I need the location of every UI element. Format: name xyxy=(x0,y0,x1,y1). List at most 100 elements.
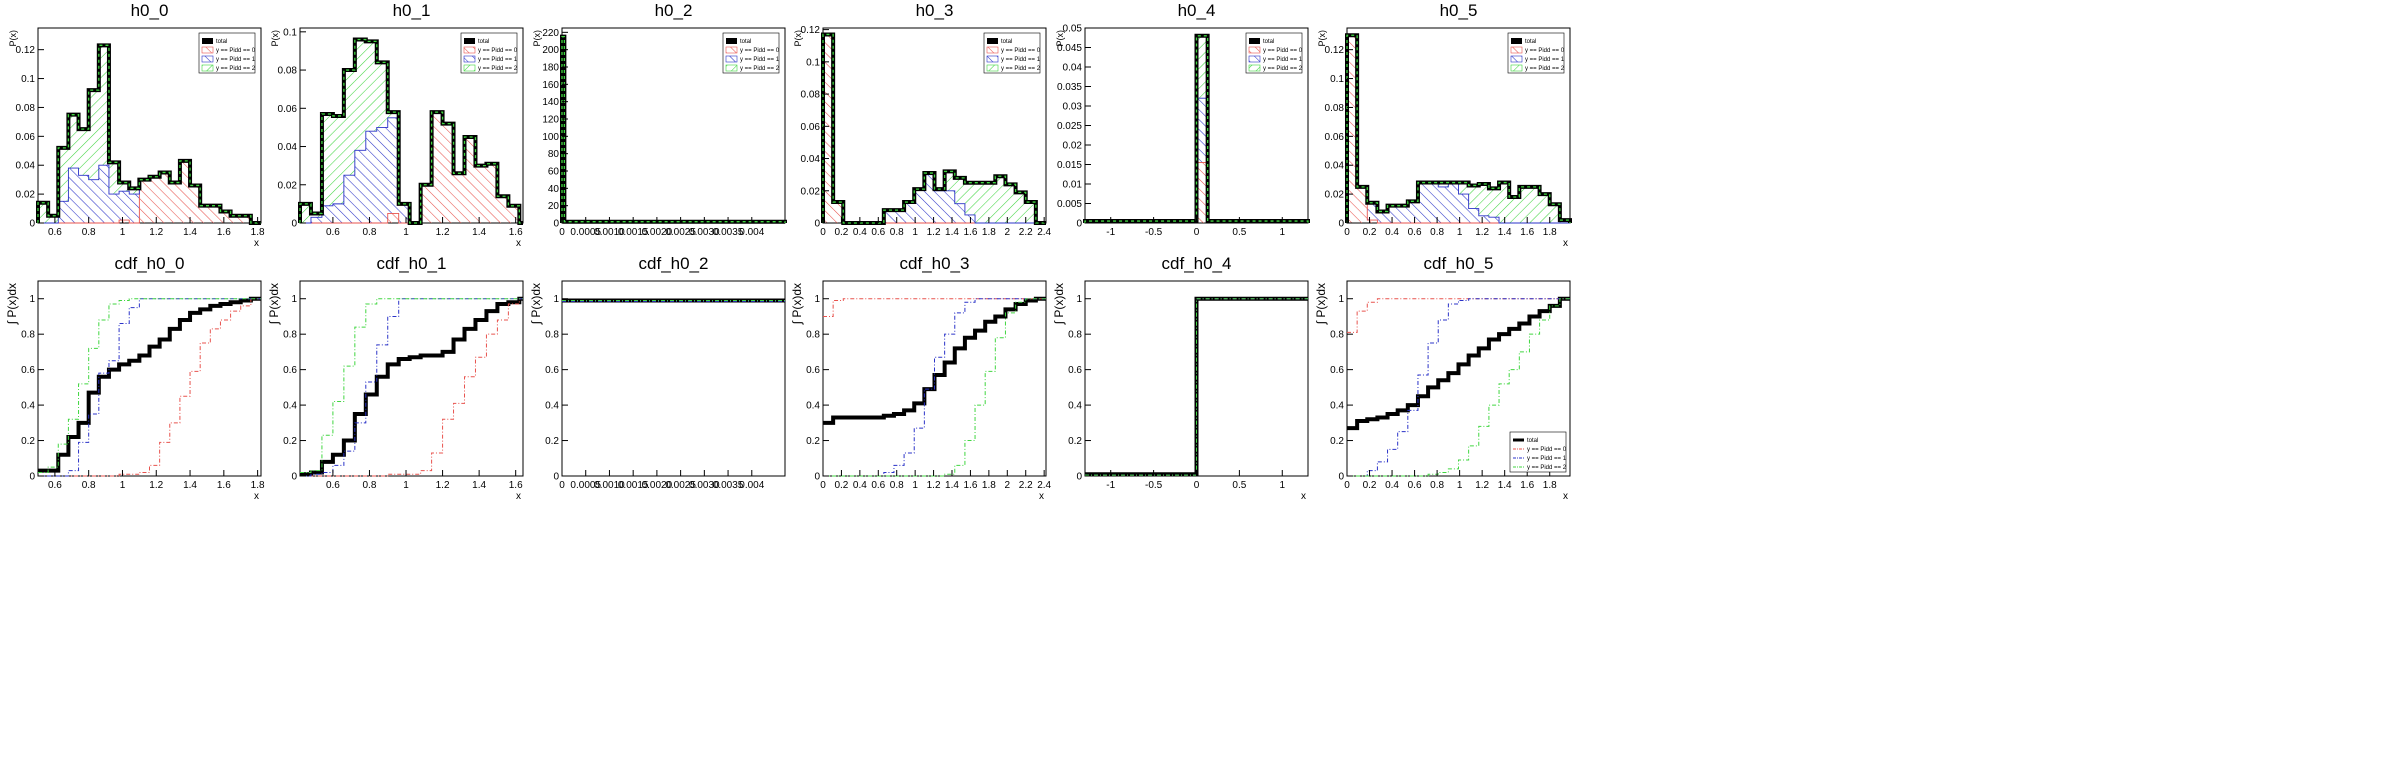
bar-pid0-bin-20 xyxy=(508,205,520,223)
legend-swatch-total xyxy=(987,38,998,44)
legend-swatch-pid2 xyxy=(201,64,214,72)
total-overlay-line xyxy=(1346,34,1571,223)
legend-swatch-total xyxy=(726,38,737,44)
x-tick-label: 1 xyxy=(912,480,918,491)
x-tick-label: 0 xyxy=(1344,227,1350,238)
bar-pid1-bin-14 xyxy=(1478,215,1489,223)
x-tick-label: 2 xyxy=(1005,227,1011,238)
cdf-line-pid0 xyxy=(1347,298,1570,333)
y-tick-label: 0.06 xyxy=(16,132,36,143)
y-tick-label: 0.4 xyxy=(806,401,820,412)
legend: total y == Pidd == 0 y == Pidd == 1 y == Pi… xyxy=(460,32,518,74)
bar-pid2-bin-4 xyxy=(68,114,79,169)
bar-pid0-bin-9 xyxy=(387,213,399,223)
y-axis-label: ∫ P(x)dx xyxy=(1314,283,1328,325)
bar-pid2-bin-18 xyxy=(1519,186,1530,223)
bar-pid1-bin-10 xyxy=(1438,186,1449,223)
y-tick-label: 0.8 xyxy=(1068,330,1082,341)
y-tick-label: 0.1 xyxy=(21,74,35,85)
bar-pid2-bin-17 xyxy=(1509,197,1520,223)
legend: total y == Pidd == 0 y == Pidd == 1 y == Pi… xyxy=(1509,431,1567,473)
x-tick-label: 0.2 xyxy=(834,480,848,491)
legend-label-pid1: y == Pidd == 1 xyxy=(740,57,780,63)
legend-swatch-pid0 xyxy=(463,46,476,54)
y-tick-label: 0.6 xyxy=(1330,365,1344,376)
outline-pid0 xyxy=(561,161,785,223)
y-tick-label: 60 xyxy=(548,167,560,178)
x-tick-label: 1.4 xyxy=(945,227,959,238)
legend-label-pid0: y == Pidd == 0 xyxy=(1525,48,1565,54)
bar-pid1-bin-3 xyxy=(321,205,333,223)
y-tick-label: 0 xyxy=(291,472,297,483)
bar-pid0-bin-17 xyxy=(200,205,211,223)
x-tick-label: 0.0015 xyxy=(618,227,649,238)
x-tick-label: 0.8 xyxy=(82,227,96,238)
legend-swatch-pid2 xyxy=(1248,64,1261,72)
bar-pid2-bin-6 xyxy=(88,90,99,180)
y-tick-label: 0.4 xyxy=(1330,401,1344,412)
y-tick-label: 0.04 xyxy=(801,154,821,165)
bar-pid0-bin-12 xyxy=(149,176,160,223)
legend-label-total: total xyxy=(1527,438,1538,444)
y-tick-label: 0.12 xyxy=(1325,45,1345,56)
plot-frame xyxy=(299,280,524,477)
bar-pid2-bin-9 xyxy=(387,112,399,118)
x-axis-label: x xyxy=(1563,238,1568,249)
x-tick-label: 0.6 xyxy=(48,480,62,491)
plot-2: h0_1 0.6 0.8 1 1.2 1.4 1.6 0 0.02 0.04 0.06 0.08 0.1… xyxy=(270,1,524,249)
bar-pid2-bin-1 xyxy=(300,203,311,223)
plot-title: cdf_h0_1 xyxy=(377,254,447,273)
plot-8: cdf_h0_1 0.6 0.8 1 1.2 1.4 1.6 0 0.2 0.4 0.6 0.8 1 x ∫… xyxy=(267,254,524,502)
x-tick-label: 0.0030 xyxy=(689,227,720,238)
y-tick-label: 0 xyxy=(291,219,297,230)
y-tick-label: 0.8 xyxy=(806,330,820,341)
bar-pid1-bin-5 xyxy=(78,175,89,223)
plot-title: cdf_h0_0 xyxy=(115,254,185,273)
y-tick-label: 200 xyxy=(542,45,559,56)
y-tick-label: 0.2 xyxy=(545,436,559,447)
legend-swatch-pid1 xyxy=(1510,55,1523,63)
x-tick-label: 1.2 xyxy=(1475,480,1489,491)
legend-swatch-pid0 xyxy=(725,46,738,54)
x-tick-label: 2.4 xyxy=(1037,480,1051,491)
bar-pid2-bin-2 xyxy=(48,215,59,223)
plot-title: cdf_h0_5 xyxy=(1424,254,1494,273)
x-tick-label: 1.4 xyxy=(183,480,197,491)
legend-swatch-pid1 xyxy=(725,55,738,63)
x-tick-label: 0.0015 xyxy=(618,480,649,491)
x-tick-label: 0.8 xyxy=(890,480,904,491)
legend-swatch-pid2 xyxy=(463,64,476,72)
y-tick-label: 0.2 xyxy=(1330,436,1344,447)
bar-pid1-bin-12 xyxy=(1458,194,1469,223)
x-tick-label: 1.8 xyxy=(982,480,996,491)
x-tick-label: 0.6 xyxy=(326,227,340,238)
y-tick-label: 0.02 xyxy=(278,180,298,191)
plot-3: h0_20 0.00050.00100.00150.00200.00250.003… xyxy=(532,1,787,238)
x-tick-label: 0.5 xyxy=(1232,480,1246,491)
plot-title: h0_1 xyxy=(393,1,431,20)
cdf-line-pid2 xyxy=(300,298,523,473)
y-tick-label: 0.02 xyxy=(1063,141,1083,152)
y-tick-label: 0 xyxy=(29,472,35,483)
bar-pid0-bin-12 xyxy=(420,184,432,223)
bar-pid2-bin-18 xyxy=(995,176,1006,223)
cdf-line-pid1 xyxy=(1347,298,1570,477)
plot-frame xyxy=(1346,280,1571,477)
bar-pid1-bin-10 xyxy=(398,203,410,223)
legend-label-total: total xyxy=(216,39,227,45)
bar-pid0-bin-3 xyxy=(1367,220,1378,223)
x-tick-label: 0.6 xyxy=(871,480,885,491)
bar-pid1-bin-11 xyxy=(924,174,935,223)
y-tick-label: 140 xyxy=(542,97,559,108)
bar-pid0-bin-14 xyxy=(169,182,180,223)
y-axis-label: P(x) xyxy=(1317,30,1327,47)
x-tick-label: 1.8 xyxy=(1543,227,1557,238)
cdf-line-pid0 xyxy=(300,298,523,477)
legend-label-pid0: y == Pidd == 0 xyxy=(1001,48,1041,54)
bar-pid1-bin-6 xyxy=(1397,205,1408,223)
bar-pid2-bin-1 xyxy=(38,202,49,223)
plot-title: cdf_h0_4 xyxy=(1162,254,1232,273)
bar-pid0-bin-17 xyxy=(475,165,487,223)
legend-swatch-pid0 xyxy=(201,46,214,54)
y-axis-label: P(x) xyxy=(8,30,18,47)
